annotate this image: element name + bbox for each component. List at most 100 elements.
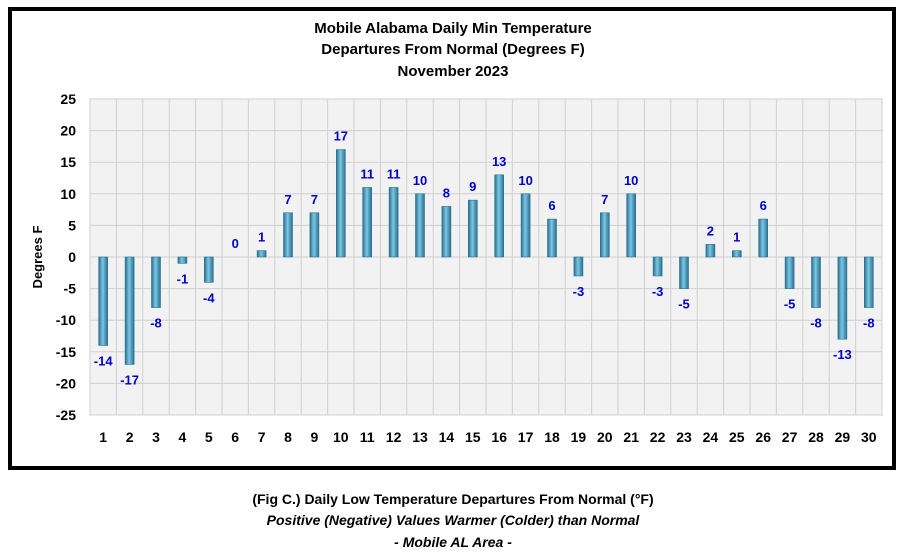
data-label: -5 bbox=[784, 297, 796, 312]
x-tick-label: 21 bbox=[623, 429, 639, 445]
bar bbox=[784, 256, 795, 289]
y-tick-label: 15 bbox=[60, 154, 76, 170]
chart-title-line-3: November 2023 bbox=[397, 63, 509, 80]
x-tick-label: 6 bbox=[231, 429, 239, 445]
y-tick-label: -20 bbox=[56, 375, 76, 391]
bar bbox=[256, 250, 267, 258]
x-tick-label: 29 bbox=[835, 429, 851, 445]
data-label: 17 bbox=[334, 129, 348, 144]
data-label: 10 bbox=[518, 173, 532, 188]
x-tick-label: 30 bbox=[861, 429, 877, 445]
y-tick-label: 0 bbox=[68, 249, 76, 265]
bar bbox=[441, 206, 452, 258]
y-tick-label: -5 bbox=[64, 281, 77, 297]
gridlines bbox=[89, 98, 883, 416]
bar bbox=[124, 256, 135, 365]
data-label: -14 bbox=[94, 353, 114, 368]
data-label: 0 bbox=[232, 236, 239, 251]
bar bbox=[494, 174, 505, 258]
bar bbox=[98, 256, 108, 346]
x-tick-label: 11 bbox=[360, 429, 375, 445]
data-label: 11 bbox=[360, 166, 374, 181]
data-label: -3 bbox=[652, 284, 664, 299]
data-label: 6 bbox=[760, 198, 767, 213]
y-tick-label: -10 bbox=[56, 312, 76, 328]
y-tick-label: 25 bbox=[60, 91, 76, 107]
x-tick-label: 5 bbox=[205, 429, 213, 445]
caption-line-1: (Fig C.) Daily Low Temperature Departure… bbox=[252, 491, 654, 507]
data-label: -5 bbox=[678, 297, 690, 312]
bar bbox=[731, 250, 742, 258]
x-tick-label: 8 bbox=[284, 429, 292, 445]
x-tick-label: 3 bbox=[152, 429, 160, 445]
bar bbox=[626, 193, 637, 258]
data-label: -8 bbox=[150, 316, 162, 331]
data-label: -8 bbox=[810, 316, 822, 331]
x-tick-label: 25 bbox=[729, 429, 745, 445]
caption-line-3: - Mobile AL Area - bbox=[394, 534, 512, 550]
bar bbox=[388, 187, 399, 258]
x-tick-label: 13 bbox=[412, 429, 428, 445]
data-label: 6 bbox=[548, 198, 555, 213]
data-label: 10 bbox=[624, 173, 638, 188]
chart-title-line-2: Departures From Normal (Degrees F) bbox=[321, 41, 585, 58]
bar bbox=[837, 256, 848, 340]
bar bbox=[335, 149, 346, 258]
y-tick-label: 10 bbox=[60, 186, 76, 202]
x-tick-label: 12 bbox=[386, 429, 402, 445]
chart-title-line-1: Mobile Alabama Daily Min Temperature bbox=[314, 20, 592, 37]
x-tick-label: 14 bbox=[439, 429, 455, 445]
data-label: 1 bbox=[733, 230, 740, 245]
data-label: 7 bbox=[601, 192, 608, 207]
x-tick-label: 15 bbox=[465, 429, 481, 445]
data-label: 7 bbox=[284, 192, 291, 207]
x-tick-label: 16 bbox=[491, 429, 507, 445]
y-axis-ticks: 25 20 15 10 5 0 -5 -10 -15 -20 -25 bbox=[56, 91, 76, 423]
y-tick-label: 20 bbox=[60, 123, 76, 139]
data-label: 10 bbox=[413, 173, 427, 188]
x-tick-label: 27 bbox=[782, 429, 798, 445]
y-axis-label: Degrees F bbox=[30, 226, 45, 289]
data-label: -8 bbox=[863, 316, 875, 331]
x-tick-label: 23 bbox=[676, 429, 692, 445]
x-axis-ticks: 1 2 3 4 5 6 7 8 9 10 11 12 13 14 15 16 17 18 19 20 21 22 23 24 2… bbox=[99, 429, 876, 445]
x-tick-label: 24 bbox=[703, 429, 719, 445]
x-tick-label: 10 bbox=[333, 429, 349, 445]
x-tick-label: 20 bbox=[597, 429, 613, 445]
data-label: -17 bbox=[120, 372, 139, 387]
bar bbox=[520, 193, 531, 258]
data-label: 13 bbox=[492, 154, 506, 169]
data-label: 7 bbox=[311, 192, 318, 207]
x-tick-label: 7 bbox=[258, 429, 266, 445]
x-tick-label: 17 bbox=[518, 429, 534, 445]
y-tick-label: -25 bbox=[56, 407, 76, 423]
bar bbox=[547, 218, 557, 258]
bar bbox=[309, 212, 320, 258]
x-tick-label: 22 bbox=[650, 429, 666, 445]
data-label: 1 bbox=[258, 230, 265, 245]
x-tick-label: 1 bbox=[99, 429, 107, 445]
bar bbox=[177, 256, 188, 264]
x-tick-label: 9 bbox=[311, 429, 319, 445]
bar bbox=[679, 256, 689, 289]
x-tick-label: 26 bbox=[755, 429, 771, 445]
data-label: 8 bbox=[443, 185, 450, 200]
y-tick-label: -15 bbox=[56, 344, 76, 360]
bar bbox=[758, 218, 769, 258]
x-tick-label: 19 bbox=[571, 429, 587, 445]
data-label: -4 bbox=[203, 290, 215, 305]
data-label: 2 bbox=[707, 223, 714, 238]
x-tick-label: 28 bbox=[808, 429, 824, 445]
bar bbox=[467, 199, 478, 258]
bar bbox=[362, 187, 373, 258]
bar bbox=[599, 212, 610, 258]
bar bbox=[415, 193, 425, 258]
bar bbox=[705, 244, 716, 258]
bar bbox=[652, 256, 663, 277]
bar bbox=[811, 256, 821, 308]
data-label: -1 bbox=[177, 271, 189, 286]
caption-line-2: Positive (Negative) Values Warmer (Colde… bbox=[266, 512, 640, 528]
x-tick-label: 2 bbox=[126, 429, 134, 445]
